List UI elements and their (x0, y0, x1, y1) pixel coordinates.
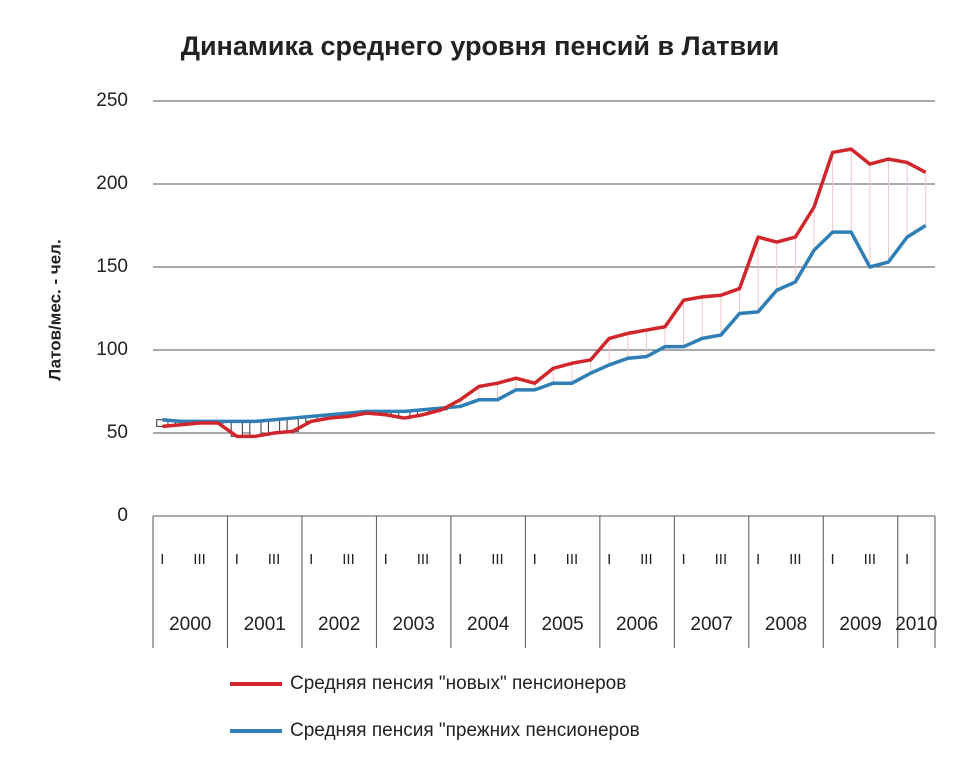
chart-title: Динамика среднего уровня пенсий в Латвии (181, 31, 780, 61)
x-tick-label: III (193, 551, 206, 568)
x-tick-label: I (309, 551, 313, 568)
y-tick-label: 50 (107, 422, 128, 443)
y-tick-label: 100 (96, 339, 128, 360)
year-label: 2005 (541, 614, 583, 635)
year-label: 2003 (393, 614, 435, 635)
x-tick-label: I (682, 551, 686, 568)
x-tick-label: I (384, 551, 388, 568)
x-tick-label: III (864, 551, 877, 568)
series-line (162, 147, 927, 439)
x-tick-label: III (342, 551, 355, 568)
year-label: 2002 (318, 614, 360, 635)
year-label: 2000 (169, 614, 211, 635)
year-label: 2009 (839, 614, 881, 635)
legend-label: Средняя пенсия "прежних пенсионеров (290, 720, 640, 741)
y-tick-label: 250 (96, 90, 128, 111)
y-axis-label: Латов/мес. - чел. (45, 239, 64, 380)
y-tick-label: 0 (117, 505, 128, 526)
x-tick-label: III (640, 551, 653, 568)
x-tick-label: I (607, 551, 611, 568)
x-tick-label: I (533, 551, 537, 568)
x-tick-label: I (235, 551, 239, 568)
x-tick-label: I (905, 551, 909, 568)
x-tick-label: III (789, 551, 802, 568)
x-tick-label: III (268, 551, 281, 568)
year-label: 2008 (765, 614, 807, 635)
year-label: 2006 (616, 614, 658, 635)
x-tick-label: I (160, 551, 164, 568)
x-tick-label: I (756, 551, 760, 568)
y-tick-label: 200 (96, 173, 128, 194)
year-label: 2007 (690, 614, 732, 635)
legend-label: Средняя пенсия "новых" пенсионеров (290, 673, 626, 694)
year-label: 2004 (467, 614, 510, 635)
x-tick-label: I (458, 551, 462, 568)
y-tick-label: 150 (96, 256, 128, 277)
year-label: 2001 (244, 614, 286, 635)
x-tick-label: III (491, 551, 504, 568)
x-tick-label: III (417, 551, 430, 568)
x-tick-label: III (566, 551, 579, 568)
series-line (162, 224, 927, 424)
x-tick-label: I (831, 551, 835, 568)
x-tick-label: III (715, 551, 728, 568)
year-label: 2010 (895, 614, 937, 635)
